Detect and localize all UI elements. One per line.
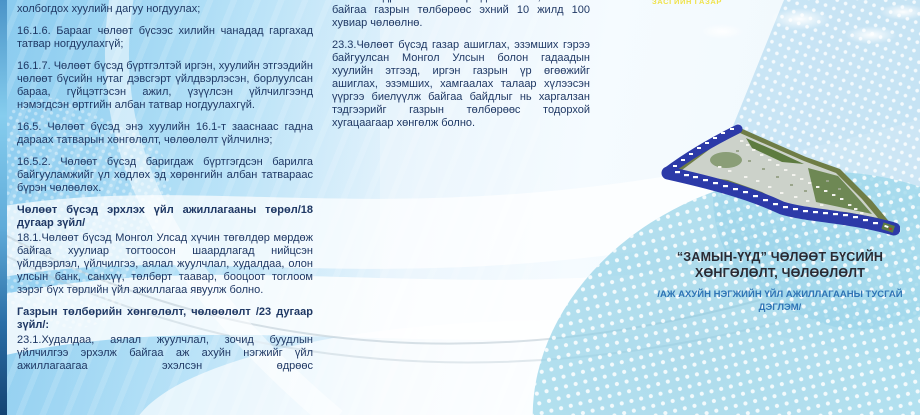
city-masterplan-image [661, 124, 900, 236]
paragraph: 23.3.Чөлөөт бүсэд газар ашиглах, эзэмших… [332, 39, 590, 129]
paragraph: 18.1.Чөлөөт бүсэд Монгол Улсад хүчин төг… [17, 232, 313, 296]
brochure-title: “ЗАМЫН-ҮҮД” ЧӨЛӨӨТ БҮСИЙН ХӨНГӨЛӨЛТ, ЧӨЛ… [676, 250, 884, 280]
paragraph: эхэлсэн өдрөөс чөлөөт бүсэд эзэмшиж, аши… [332, 0, 590, 29]
paragraph: 16.5.2. Чөлөөт бүсэд баригдаж бүртгэгдсэ… [17, 156, 313, 194]
cloud-shape [700, 24, 744, 39]
cloud-shape [880, 4, 920, 20]
section-heading: Газрын төлбөрийн хөнгөлөлт, чөлөөлөлт /2… [17, 306, 313, 331]
left-text-column: холбогдох хуулийн дагуу ногдуулах; 16.1.6… [17, 0, 313, 415]
paragraph: 16.1.6. Барааг чөлөөт бүсээс хилийн чана… [17, 25, 313, 50]
government-logo-text: ЗАСГИЙН ГАЗАР [652, 0, 722, 6]
paragraph: 23.1.Худалдаа, аялал жуулчлал, зочид буу… [17, 334, 313, 372]
paragraph: 16.5. Чөлөөт бүсэд энэ хуулийн 16.1-т за… [17, 121, 313, 146]
section-heading: Чөлөөт бүсэд эрхлэх үйл ажиллагааны төрө… [17, 204, 313, 229]
middle-text-column: эхэлсэн өдрөөс чөлөөт бүсэд эзэмшиж, аши… [332, 0, 590, 300]
cloud-shape [845, 26, 897, 44]
paragraph: 16.1.7. Чөлөөт бүсэд бүртгэлтэй иргэн, х… [17, 60, 313, 111]
cloud-shape [770, 8, 830, 30]
brochure-subtitle: /АЖ АХУЙН НЭГЖИЙН ҮЙЛ АЖИЛЛАГААНЫ ТУСГАЙ… [657, 289, 903, 313]
paragraph: холбогдох хуулийн дагуу ногдуулах; [17, 3, 201, 15]
left-edge-bar [0, 0, 7, 415]
